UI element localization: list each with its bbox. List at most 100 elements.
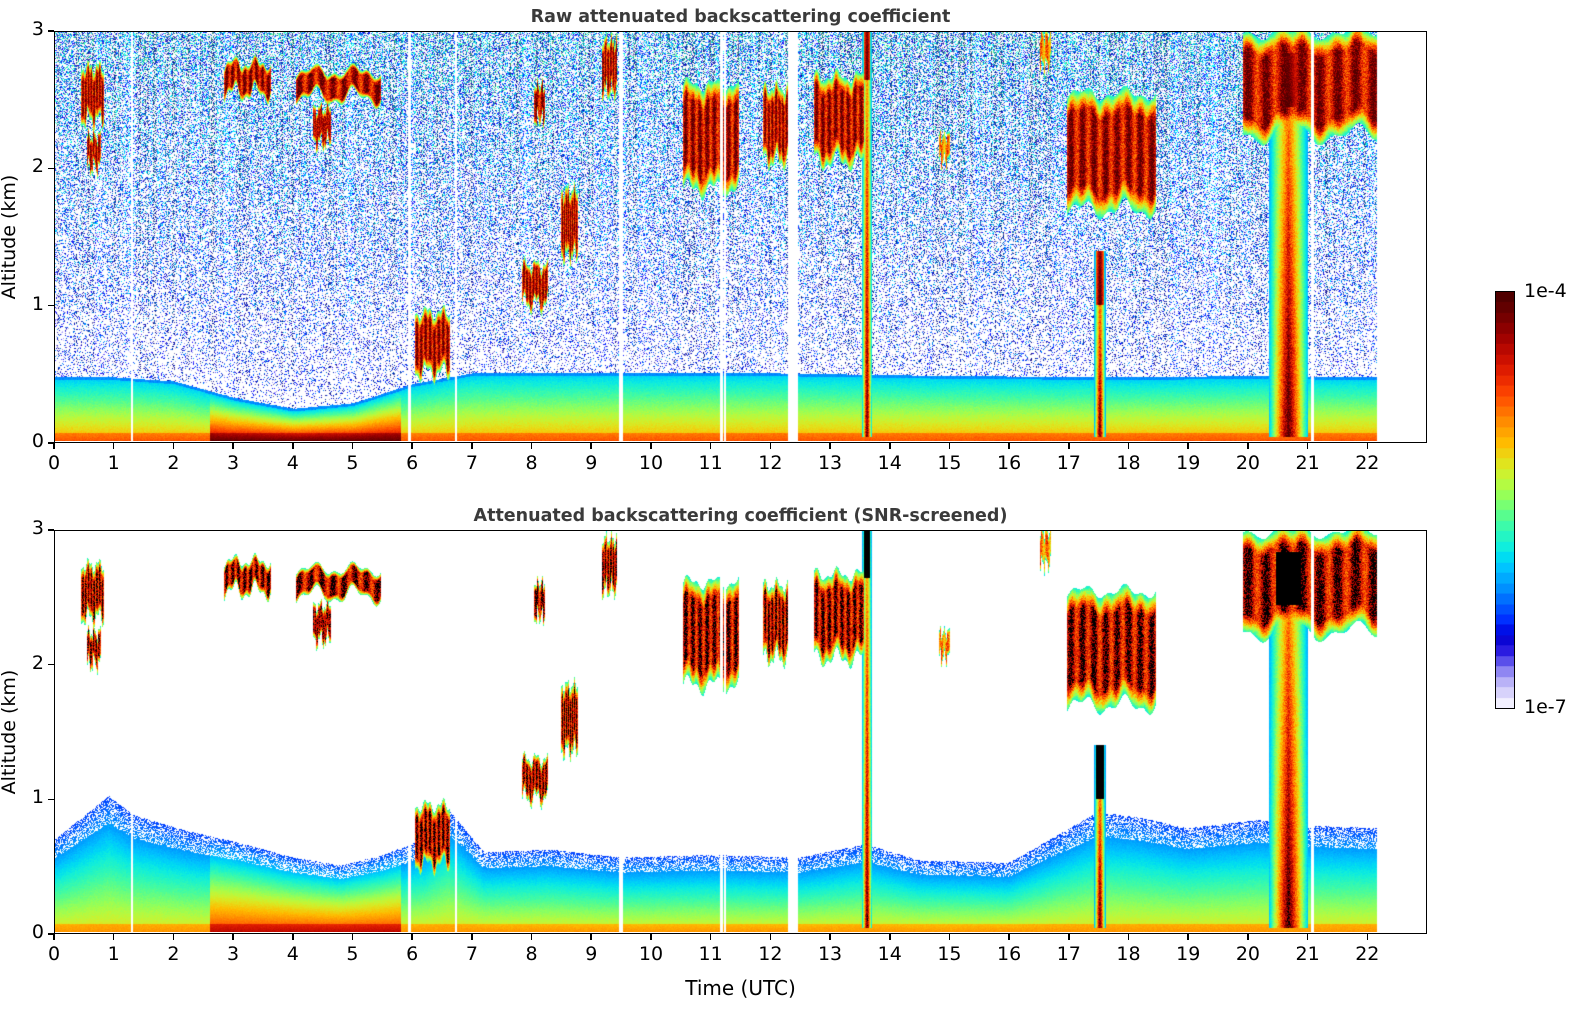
colorbar <box>1495 291 1515 709</box>
xtick-label-raw-20: 20 <box>1235 452 1260 474</box>
xtick-raw-20 <box>1247 443 1249 449</box>
panel-title-raw: Raw attenuated backscattering coefficien… <box>530 7 951 27</box>
plot-area-raw <box>54 31 1427 443</box>
heatmap-canvas-raw <box>55 32 1425 441</box>
xtick-raw-17 <box>1068 443 1070 449</box>
xtick-label-raw-19: 19 <box>1176 452 1201 474</box>
xtick-raw-22 <box>1366 443 1369 449</box>
ytick-raw-0 <box>48 442 54 444</box>
xtick-raw-14 <box>888 443 891 449</box>
colorbar-max-label: 1e-4 <box>1524 280 1567 302</box>
ytick-raw-2 <box>48 167 54 170</box>
xtick-label-raw-1: 1 <box>107 452 120 474</box>
xtick-label-raw-9: 9 <box>585 452 598 474</box>
xtick-raw-12 <box>769 443 772 449</box>
xtick-screened-5 <box>351 934 354 940</box>
ytick-label-screened-0: 0 <box>31 921 44 943</box>
xtick-raw-7 <box>471 443 473 449</box>
xtick-label-screened-21: 21 <box>1295 943 1320 965</box>
plot-area-screened <box>54 530 1427 934</box>
xtick-label-screened-9: 9 <box>585 943 598 965</box>
xtick-label-raw-22: 22 <box>1355 452 1380 474</box>
xtick-raw-5 <box>351 443 354 449</box>
xtick-screened-9 <box>590 934 593 940</box>
xtick-label-screened-22: 22 <box>1355 943 1380 965</box>
xtick-label-screened-5: 5 <box>346 943 359 965</box>
xtick-raw-1 <box>112 443 115 449</box>
xtick-label-raw-21: 21 <box>1295 452 1320 474</box>
xtick-screened-20 <box>1247 934 1249 940</box>
xtick-label-screened-20: 20 <box>1235 943 1260 965</box>
ytick-screened-0 <box>48 933 54 935</box>
y-axis-label-raw: Altitude (km) <box>0 174 20 300</box>
xtick-label-raw-13: 13 <box>817 452 843 474</box>
xtick-label-screened-1: 1 <box>107 943 120 965</box>
xtick-label-screened-0: 0 <box>47 943 61 965</box>
xtick-raw-2 <box>172 443 175 449</box>
xtick-raw-4 <box>291 443 294 449</box>
xtick-label-screened-12: 12 <box>758 943 783 965</box>
xtick-label-raw-17: 17 <box>1056 452 1081 474</box>
xtick-screened-19 <box>1187 934 1189 940</box>
xtick-label-raw-12: 12 <box>758 452 783 474</box>
x-axis-label-screened: Time (UTC) <box>685 976 796 1000</box>
ytick-label-raw-2: 2 <box>31 155 44 178</box>
xtick-label-screened-17: 17 <box>1056 943 1081 965</box>
xtick-screened-15 <box>948 934 951 940</box>
xtick-screened-22 <box>1366 934 1369 940</box>
xtick-screened-8 <box>530 934 533 940</box>
xtick-screened-4 <box>291 934 294 940</box>
xtick-screened-21 <box>1306 934 1309 940</box>
xtick-label-raw-11: 11 <box>698 452 723 474</box>
xtick-raw-8 <box>530 443 533 449</box>
xtick-raw-10 <box>650 443 652 449</box>
colorbar-min-label: 1e-7 <box>1524 696 1567 718</box>
ytick-label-screened-1: 1 <box>31 786 44 809</box>
xtick-label-raw-10: 10 <box>638 452 664 474</box>
xtick-label-screened-6: 6 <box>406 943 419 965</box>
xtick-label-raw-3: 3 <box>227 452 240 474</box>
xtick-label-raw-15: 15 <box>937 452 962 474</box>
xtick-label-raw-5: 5 <box>346 452 359 474</box>
xtick-raw-0 <box>53 443 55 449</box>
xtick-screened-2 <box>172 934 175 940</box>
xtick-screened-18 <box>1127 934 1130 940</box>
xtick-label-screened-18: 18 <box>1116 943 1141 965</box>
xtick-raw-21 <box>1306 443 1309 449</box>
heatmap-canvas-screened <box>55 531 1425 932</box>
xtick-label-screened-19: 19 <box>1176 943 1201 965</box>
ytick-label-raw-1: 1 <box>31 292 44 315</box>
xtick-label-raw-7: 7 <box>465 452 478 474</box>
xtick-label-raw-0: 0 <box>47 452 61 474</box>
ytick-screened-3 <box>48 529 54 531</box>
y-axis-label-screened: Altitude (km) <box>0 669 20 795</box>
xtick-screened-17 <box>1068 934 1070 940</box>
ytick-label-screened-2: 2 <box>31 651 44 674</box>
xtick-raw-6 <box>411 443 413 449</box>
xtick-label-screened-14: 14 <box>877 943 902 965</box>
xtick-screened-12 <box>769 934 772 940</box>
xtick-screened-11 <box>709 934 712 940</box>
xtick-screened-14 <box>888 934 891 940</box>
xtick-label-raw-18: 18 <box>1116 452 1141 474</box>
xtick-raw-13 <box>829 443 831 449</box>
xtick-label-screened-4: 4 <box>286 943 299 965</box>
xtick-raw-3 <box>232 443 234 449</box>
xtick-raw-18 <box>1127 443 1130 449</box>
xtick-label-screened-7: 7 <box>465 943 478 965</box>
colorbar-gradient <box>1495 291 1515 709</box>
xtick-label-raw-8: 8 <box>525 452 538 474</box>
ytick-label-raw-0: 0 <box>31 430 44 452</box>
xtick-label-screened-10: 10 <box>638 943 664 965</box>
xtick-screened-0 <box>53 934 55 940</box>
xtick-screened-13 <box>829 934 831 940</box>
ytick-screened-2 <box>48 663 54 666</box>
xtick-raw-15 <box>948 443 951 449</box>
ytick-raw-3 <box>48 30 54 32</box>
xtick-label-raw-2: 2 <box>167 452 180 474</box>
ytick-raw-1 <box>48 304 54 307</box>
xtick-screened-7 <box>471 934 473 940</box>
xtick-label-screened-16: 16 <box>997 943 1022 965</box>
xtick-label-screened-15: 15 <box>937 943 962 965</box>
